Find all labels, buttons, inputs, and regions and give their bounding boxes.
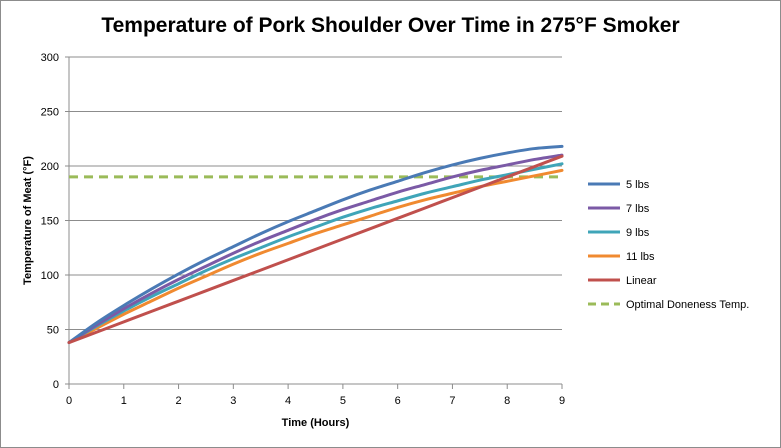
x-tick-label-5: 5 <box>340 395 346 407</box>
x-tick-label-6: 6 <box>395 395 401 407</box>
legend-label-7-lbs: 7 lbs <box>626 203 650 215</box>
legend-label-11-lbs: 11 lbs <box>626 251 655 263</box>
x-tick-label-3: 3 <box>230 395 236 407</box>
legend: 5 lbs 7 lbs 9 lbs 11 lbs Linear Optimal Donen… <box>588 179 749 311</box>
series-line-9-lbs <box>67 162 564 345</box>
series-line-5-lbs <box>67 144 564 345</box>
chart-title: Temperature of Pork Shoulder Over Time i… <box>101 14 680 37</box>
axes <box>65 56 563 389</box>
y-tick-label-150: 150 <box>41 216 59 228</box>
y-tick-label-100: 100 <box>41 270 59 282</box>
x-tick-label-9: 9 <box>559 395 565 407</box>
series-line-linear <box>67 154 564 345</box>
grid-lines <box>69 56 562 330</box>
legend-label-optimal-doneness-temp: Optimal Doneness Temp. <box>626 299 749 311</box>
y-tick-label-300: 300 <box>41 52 59 64</box>
legend-label-5-lbs: 5 lbs <box>626 179 650 191</box>
series-line-7-lbs <box>67 153 564 345</box>
y-tick-label-0: 0 <box>53 379 59 391</box>
x-tick-label-8: 8 <box>504 395 510 407</box>
legend-label-9-lbs: 9 lbs <box>626 227 650 239</box>
x-tick-label-4: 4 <box>285 395 291 407</box>
series-lines <box>67 144 564 345</box>
y-tick-label-200: 200 <box>41 161 59 173</box>
tick-labels: 0 50 100 150 200 250 300 0 1 2 3 4 5 6 7 8 9 <box>41 52 565 407</box>
x-tick-label-1: 1 <box>121 395 127 407</box>
y-tick-label-50: 50 <box>47 325 59 337</box>
y-tick-label-250: 250 <box>41 107 59 119</box>
x-tick-label-0: 0 <box>66 395 72 407</box>
x-axis-title: Time (Hours) <box>282 417 350 429</box>
x-tick-label-2: 2 <box>175 395 181 407</box>
legend-label-linear: Linear <box>626 275 657 287</box>
y-axis-title: Temperature of Meat (°F) <box>22 156 34 285</box>
x-tick-label-7: 7 <box>449 395 455 407</box>
series-line-11-lbs <box>67 168 564 345</box>
